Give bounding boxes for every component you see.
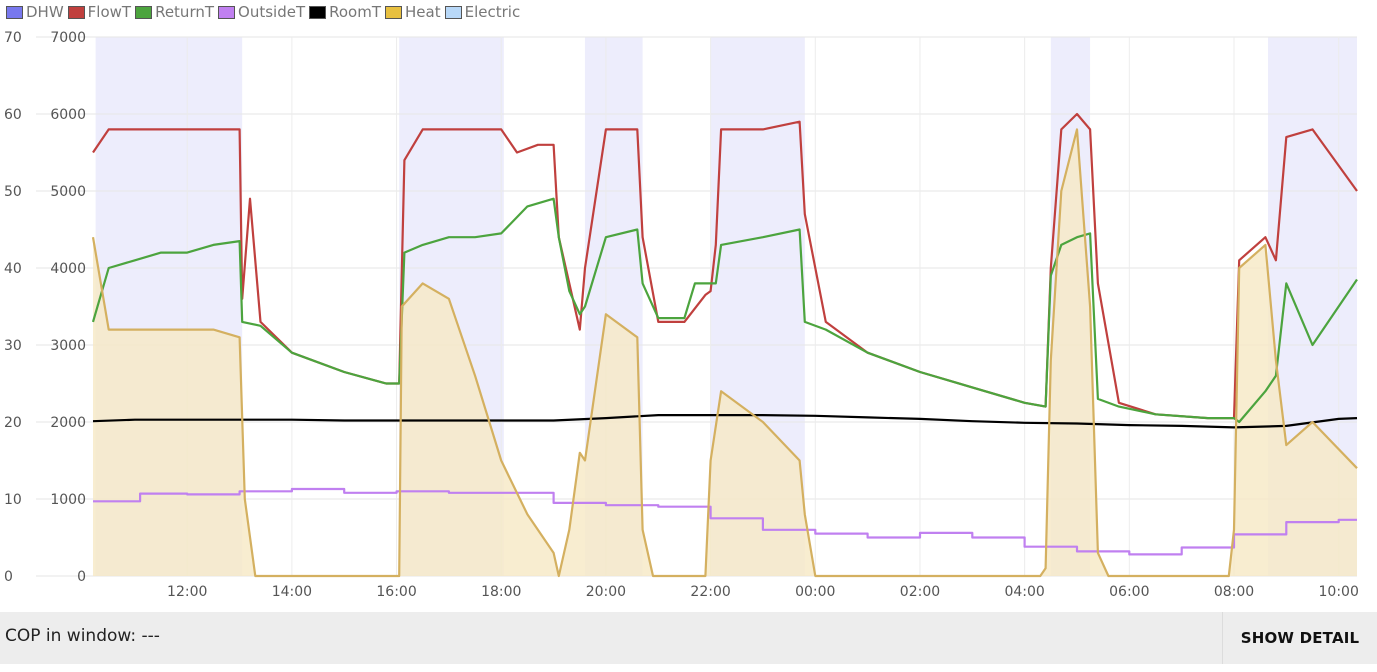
x-tick-7: 02:00 (900, 584, 940, 600)
chart-area[interactable]: 0 10 20 30 40 50 60 70 0 1000 2000 3000 4000 5000 6000… (0, 0, 1377, 612)
y-right-tick-7: 7000 (50, 30, 86, 46)
legend-label: Electric (464, 3, 521, 21)
y-left-tick-2: 20 (4, 415, 22, 431)
x-tick-1: 14:00 (272, 584, 312, 600)
x-tick-6: 00:00 (795, 584, 835, 600)
x-tick-4: 20:00 (586, 584, 626, 600)
y-left-tick-4: 40 (4, 261, 22, 277)
y-right-tick-3: 3000 (50, 338, 86, 354)
legend-label: Heat (405, 3, 441, 21)
legend-label: RoomT (329, 3, 382, 21)
cop-in-window-label: COP in window: --- (5, 626, 160, 646)
y-right-tick-0: 0 (77, 569, 86, 585)
series-line-heat (91, 128, 1358, 578)
legend-item-roomt[interactable]: RoomT (309, 3, 381, 21)
legend-label: OutsideT (238, 3, 306, 21)
legend-swatch (385, 5, 403, 19)
legend-swatch (6, 5, 23, 19)
y-right-tick-2: 2000 (50, 415, 86, 431)
series-line-roomt (92, 414, 1358, 429)
x-tick-11: 10:00 (1319, 584, 1359, 600)
legend-item-electric[interactable]: Electric (444, 3, 521, 21)
y-left-tick-3: 30 (4, 338, 22, 354)
legend-swatch (67, 5, 85, 19)
y-right-tick-4: 4000 (50, 261, 86, 277)
y-left-tick-7: 70 (4, 30, 22, 46)
series-line-outsidet (93, 487, 1357, 556)
legend-item-heat[interactable]: Heat (385, 3, 441, 21)
series-line-returnt (91, 197, 1358, 424)
time-series-chart[interactable]: 0 10 20 30 40 50 60 70 0 1000 2000 3000 4000 5000 6000… (0, 0, 1377, 612)
show-detail-button[interactable]: SHOW DETAIL (1222, 612, 1377, 664)
x-tick-10: 08:00 (1214, 584, 1254, 600)
y-left-tick-6: 60 (4, 107, 22, 123)
legend-item-flowt[interactable]: FlowT (67, 3, 132, 21)
footer-bar: COP in window: --- SHOW DETAIL (0, 612, 1377, 664)
legend-swatch (444, 5, 462, 19)
heat-area (93, 129, 1357, 576)
x-tick-0: 12:00 (167, 584, 207, 600)
x-tick-5: 22:00 (690, 584, 730, 600)
legend-label: FlowT (87, 3, 132, 21)
x-tick-9: 06:00 (1109, 584, 1149, 600)
y-left-tick-0: 0 (4, 569, 13, 585)
y-right-tick-1: 1000 (50, 492, 86, 508)
legend-item-returnt[interactable]: ReturnT (135, 3, 214, 21)
y-right-tick-6: 6000 (50, 107, 86, 123)
legend-swatch (218, 5, 236, 19)
legend-label: ReturnT (155, 3, 215, 21)
y-right-tick-5: 5000 (50, 184, 86, 200)
legend-item-outsidet[interactable]: OutsideT (218, 3, 305, 21)
legend-label: DHW (26, 3, 64, 21)
y-left-tick-5: 50 (4, 184, 22, 200)
chart-legend: DHW FlowT ReturnT OutsideT RoomT Heat Electric (6, 2, 524, 22)
x-tick-8: 04:00 (1004, 584, 1044, 600)
legend-item-dhw[interactable]: DHW (6, 3, 64, 21)
x-tick-2: 16:00 (376, 584, 416, 600)
y-left-tick-1: 10 (4, 492, 22, 508)
legend-swatch (135, 5, 153, 19)
x-tick-3: 18:00 (481, 584, 521, 600)
legend-swatch (309, 5, 327, 19)
